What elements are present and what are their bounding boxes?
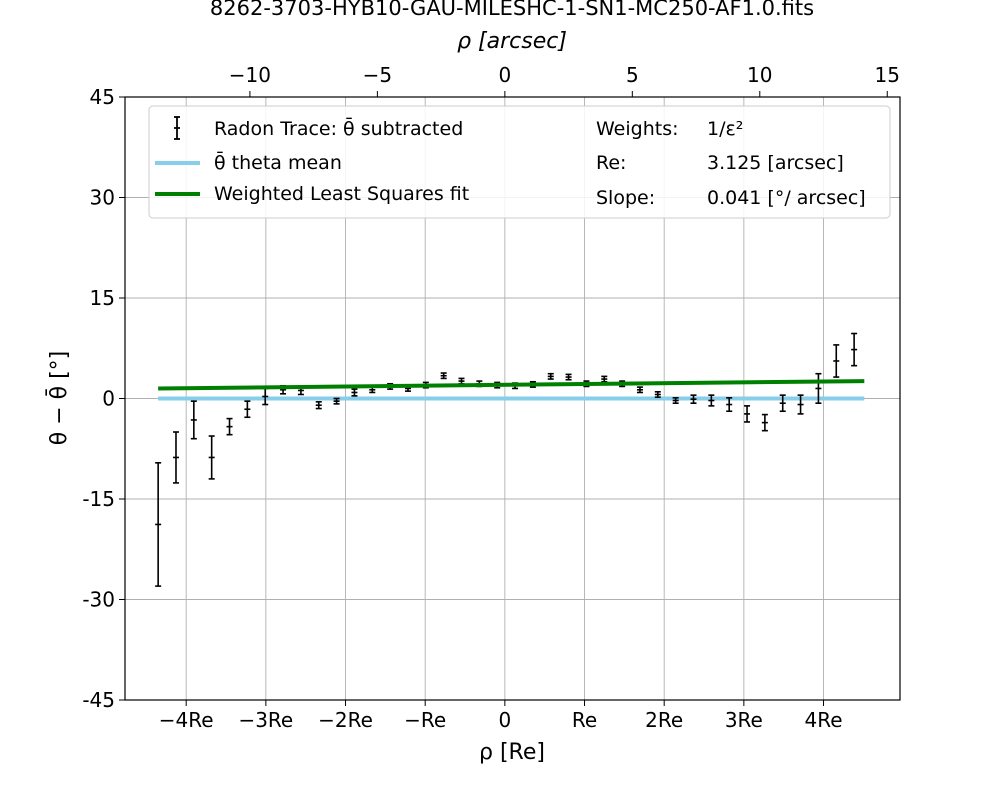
wls-fit-line: [158, 379, 865, 391]
legend-weights-value: 1/ε²: [707, 118, 743, 140]
data-point: [744, 405, 751, 423]
legend: Radon Trace: θ̄ subtracted θ̄ theta mean…: [148, 105, 891, 219]
top-x-tick-label: −10: [229, 63, 271, 87]
data-point: [761, 413, 768, 432]
legend-slope-key: Slope:: [596, 187, 655, 209]
data-point: [654, 390, 661, 398]
data-point: [601, 375, 608, 383]
y-tick-label: 45: [90, 85, 115, 109]
x-tick-label: −Re: [404, 708, 446, 732]
x-tick-label: 3Re: [725, 708, 763, 732]
data-point: [351, 388, 358, 397]
legend-entry-radon-trace: Radon Trace: θ̄ subtracted: [214, 116, 463, 140]
data-point: [708, 394, 715, 407]
data-point: [851, 332, 858, 367]
y-tick-label: 30: [90, 186, 115, 210]
x-tick-label: −4Re: [159, 708, 214, 732]
data-point: [547, 372, 554, 380]
data-point: [726, 397, 733, 413]
x-tick-label: −3Re: [238, 708, 293, 732]
data-point: [172, 431, 179, 484]
legend-errorbar-icon: [174, 116, 180, 140]
x-tick-label: −2Re: [318, 708, 373, 732]
data-point: [226, 417, 233, 436]
data-point: [333, 397, 340, 405]
y-tick-label: -15: [82, 487, 115, 511]
y-axis-label: θ − θ̄ [°]: [46, 351, 72, 446]
legend-box: [148, 105, 891, 219]
top-x-tick-label: 15: [875, 63, 900, 87]
x-axis-label: ρ [Re]: [479, 740, 545, 765]
legend-weights-key: Weights:: [596, 118, 679, 140]
legend-re-value: 3.125 [arcsec]: [707, 152, 844, 174]
data-point: [155, 462, 162, 587]
legend-entry-theta-mean: θ̄ theta mean: [214, 150, 342, 174]
data-point: [190, 400, 197, 440]
y-tick-label: -45: [82, 688, 115, 712]
data-point: [244, 400, 251, 419]
y-tick-label: 0: [102, 387, 115, 411]
data-point: [315, 401, 322, 410]
data-point: [690, 394, 697, 404]
data-point: [440, 372, 447, 380]
chart-title: 8262-3703-HYB10-GAU-MILESHC-1-SN1-MC250-…: [210, 0, 814, 20]
y-tick-label: -30: [82, 588, 115, 612]
x-tick-label: 2Re: [645, 708, 683, 732]
top-x-tick-label: 5: [626, 63, 639, 87]
data-point: [565, 373, 572, 381]
x-tick-label: 0: [498, 708, 511, 732]
legend-slope-value: 0.041 [°/ arcsec]: [707, 187, 866, 209]
top-x-tick-label: 10: [747, 63, 772, 87]
data-point: [779, 394, 786, 413]
legend-re-key: Re:: [596, 152, 626, 174]
top-x-tick-label: 0: [498, 63, 511, 87]
data-point: [833, 344, 840, 378]
x-tick-label: 4Re: [805, 708, 843, 732]
legend-entry-wls-fit: Weighted Least Squares fit: [214, 183, 469, 205]
plot-area: [155, 332, 865, 587]
data-point: [636, 386, 643, 394]
data-point: [672, 397, 679, 404]
x-tick-label: Re: [572, 708, 597, 732]
data-point: [815, 372, 822, 404]
ticks: 45 30 15 0 -15 -30 -45 −4Re −3Re −2Re −Re 0 Re 2Re 3Re…: [82, 63, 900, 732]
top-x-tick-label: −5: [363, 63, 392, 87]
y-tick-label: 15: [90, 286, 115, 310]
top-x-axis-label: ρ [arcsec]: [457, 29, 567, 54]
data-point: [797, 394, 804, 415]
data-point: [208, 435, 215, 480]
